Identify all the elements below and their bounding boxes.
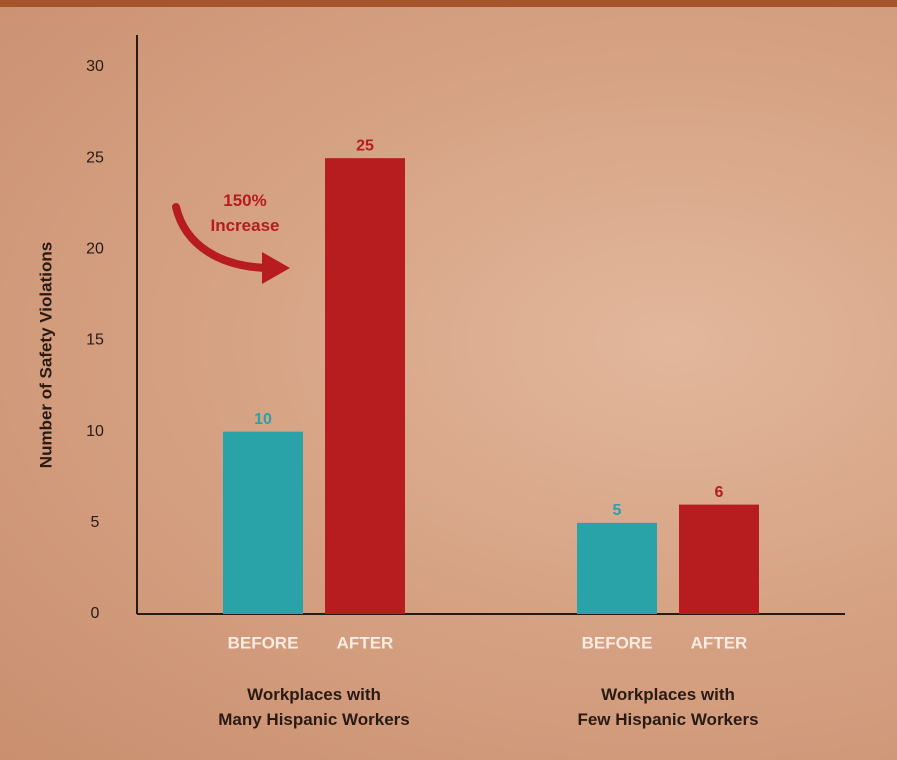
group-label: Workplaces with Few Hispanic Workers (577, 685, 759, 729)
value-label: 25 (356, 137, 374, 154)
y-tick-label: 0 (91, 605, 100, 622)
arrow (172, 203, 276, 272)
y-tick-label: 20 (86, 241, 104, 258)
y-tick-label: 5 (91, 514, 100, 531)
value-label: 6 (715, 484, 724, 501)
bar (325, 158, 405, 614)
bar (577, 522, 657, 614)
y-axis-title: Number of Safety Violations (36, 242, 55, 468)
group-label: Workplaces with Many Hispanic Workers (218, 685, 410, 729)
bar (223, 431, 303, 614)
annotation: 150% Increase (210, 191, 280, 235)
y-tick-label: 10 (86, 423, 104, 440)
value-label: 10 (254, 411, 272, 428)
arrow-head (262, 252, 290, 284)
y-tick-label: 25 (86, 149, 104, 166)
value-label: 5 (613, 502, 622, 519)
bar (679, 504, 759, 614)
top-bar (0, 0, 897, 7)
bar-label: BEFORE (228, 633, 299, 652)
bar-label: AFTER (691, 633, 748, 652)
y-tick-label: 30 (86, 58, 104, 75)
bar-label: AFTER (337, 633, 394, 652)
y-tick-label: 15 (86, 332, 104, 349)
bar-label: BEFORE (582, 633, 653, 652)
